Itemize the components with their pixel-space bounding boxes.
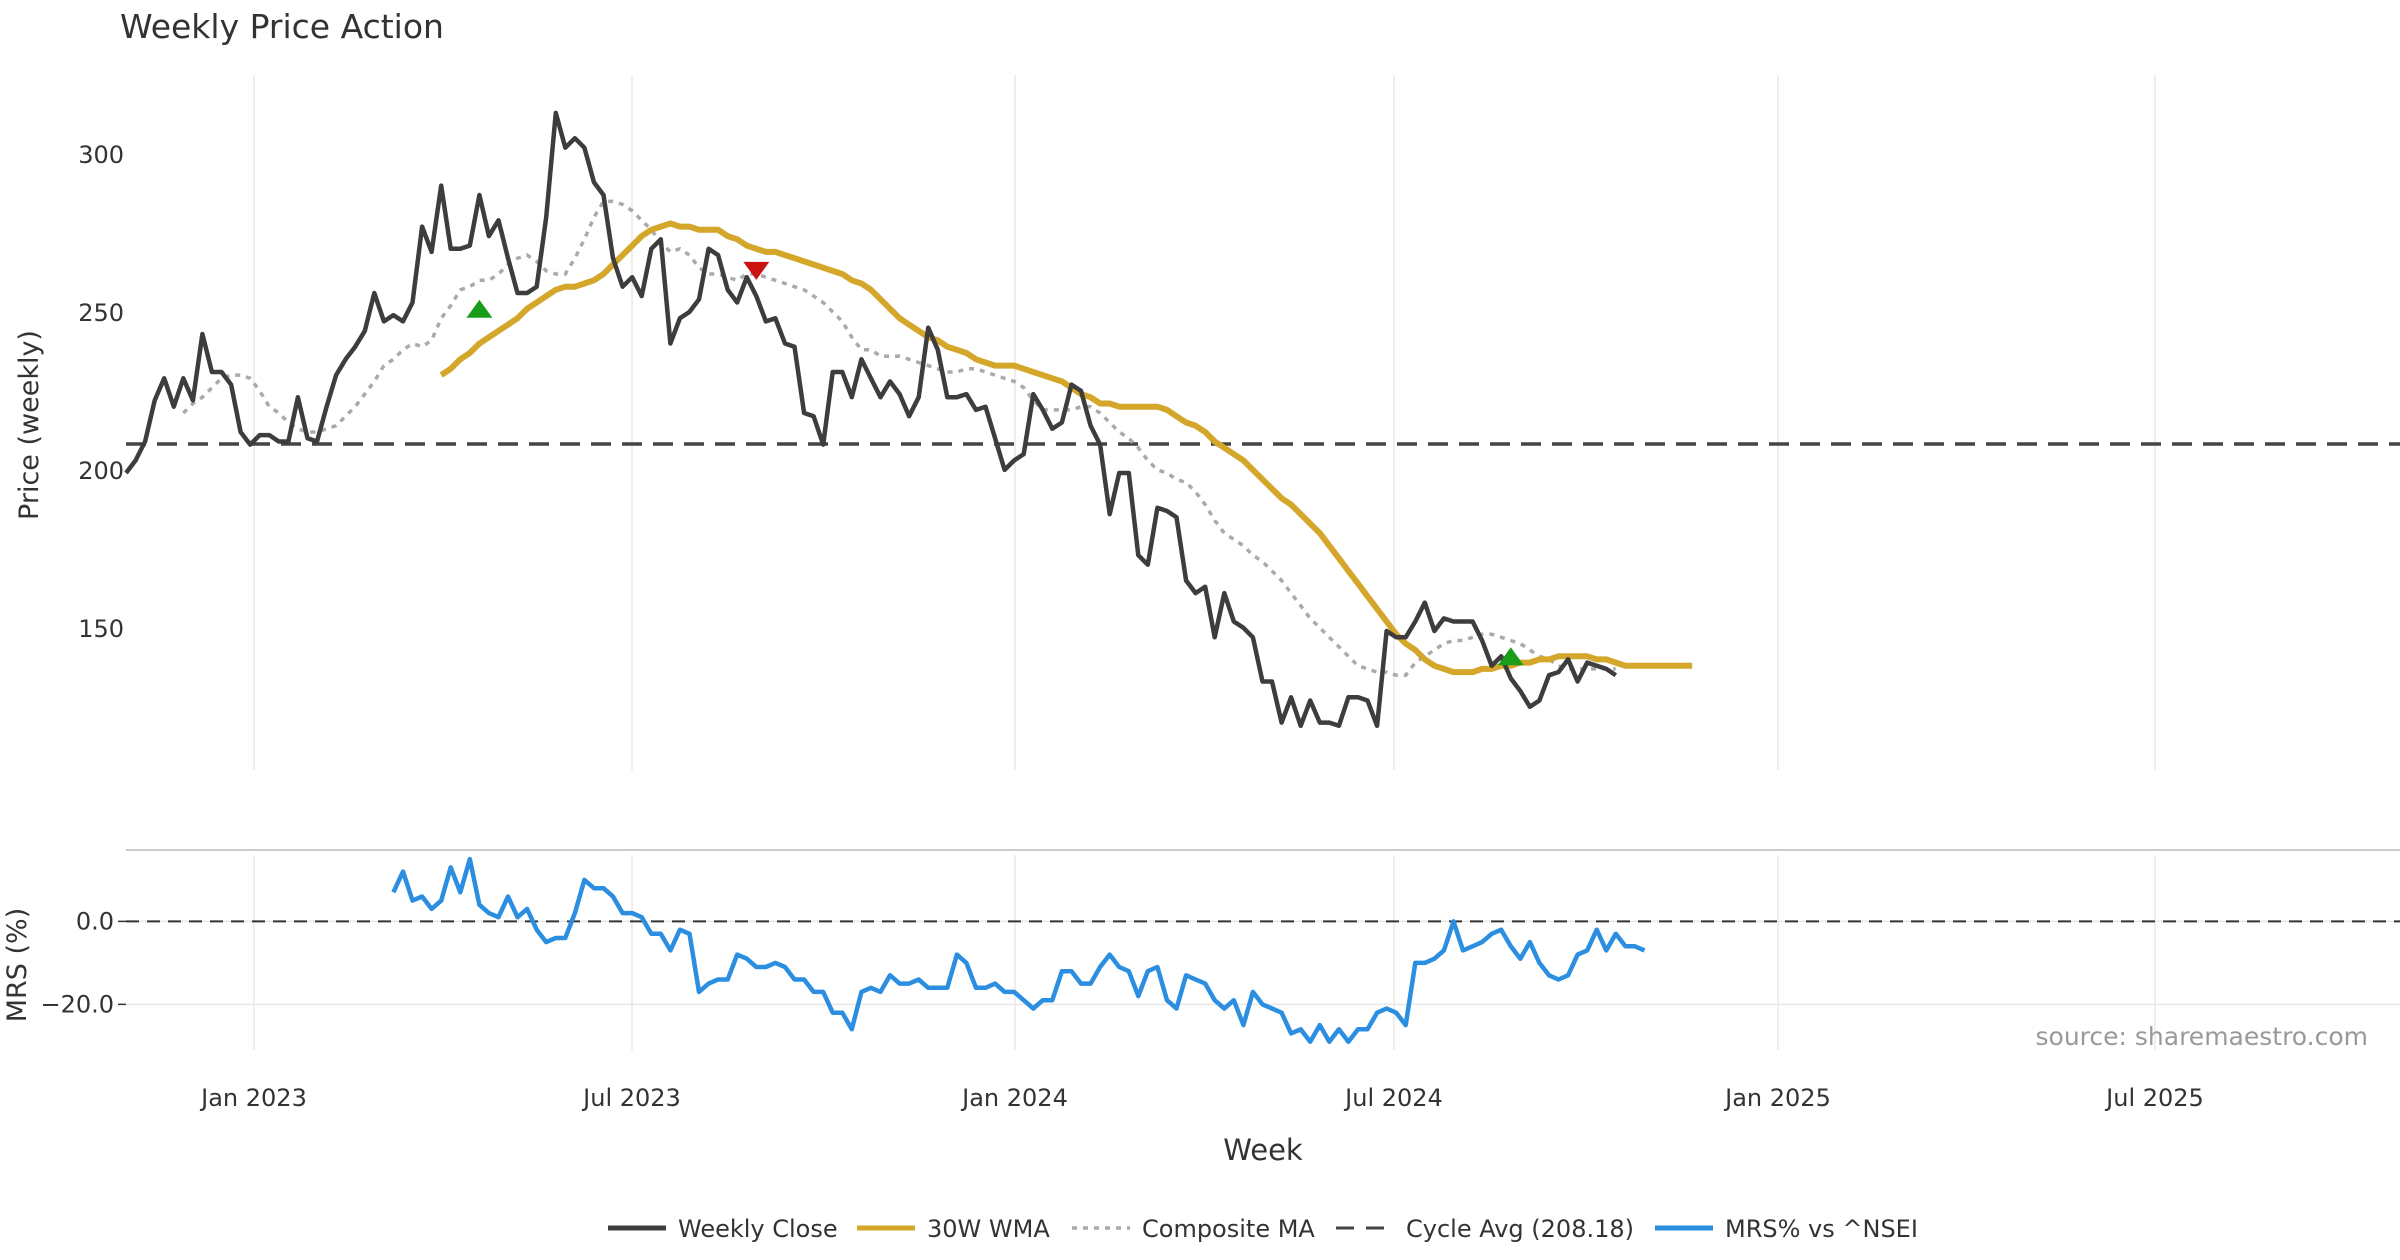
price-gridlines [253,75,2156,770]
composite-ma-line [182,199,1616,677]
price-y-tick-150: 150 [78,615,124,643]
x-tick-label-0: Jan 2023 [199,1084,307,1112]
x-tick-label-1: Jul 2023 [581,1084,681,1112]
legend-label-1: 30W WMA [927,1215,1050,1243]
x-axis-tick-labels: Jan 2023 Jul 2023 Jan 2024 Jul 2024 Jan 2025… [199,1084,2204,1112]
price-y-tick-300: 300 [78,141,124,169]
legend-entry-0: Weekly Close [608,1215,838,1243]
price-panel: 150 200 250 300 Price (weekly) [14,75,2400,770]
x-tick-label-5: Jul 2025 [2104,1084,2204,1112]
buy-signal-marker-0 [466,299,493,318]
price-y-tick-200: 200 [78,457,124,485]
mrs-panel: 0.0 −20.0 MRS (%) source: sharemaestro.co… [2,855,2400,1051]
legend-label-3: Cycle Avg (208.18) [1406,1215,1634,1243]
source-note: source: sharemaestro.com [2036,1022,2369,1051]
signal-markers [466,261,1524,666]
wma-30w-line [439,220,1693,676]
mrs-y-ticks: 0.0 −20.0 [40,907,126,1018]
price-y-ticks: 150 200 250 300 [78,141,124,643]
weekly-close-line [124,110,1618,729]
legend-entry-4: MRS% vs ^NSEI [1655,1215,1918,1243]
legend-label-2: Composite MA [1142,1215,1315,1243]
legend-label-4: MRS% vs ^NSEI [1725,1215,1918,1243]
x-axis-label: Week [1223,1133,1303,1167]
mrs-y-axis-label: MRS (%) [2,908,33,1023]
mrs-y-tick-1: −20.0 [40,990,114,1018]
price-y-tick-250: 250 [78,299,124,327]
legend-entry-3: Cycle Avg (208.18) [1336,1215,1634,1243]
legend: Weekly Close 30W WMA Composite MA Cycle Avg… [608,1215,1918,1243]
price-y-axis-label: Price (weekly) [14,330,45,520]
x-tick-label-2: Jan 2024 [960,1084,1068,1112]
legend-label-0: Weekly Close [678,1215,838,1243]
mrs-y-tick-0: 0.0 [76,907,114,935]
mrs-line [391,856,1646,1044]
buy-signal-marker-2 [1497,647,1524,666]
x-tick-label-3: Jul 2024 [1343,1084,1443,1112]
legend-entry-1: 30W WMA [857,1215,1050,1243]
legend-entry-2: Composite MA [1072,1215,1315,1243]
chart-title: Weekly Price Action [120,7,444,46]
x-tick-label-4: Jan 2025 [1723,1084,1831,1112]
sell-signal-marker-1 [743,261,770,280]
mrs-gridlines [126,855,2400,1050]
